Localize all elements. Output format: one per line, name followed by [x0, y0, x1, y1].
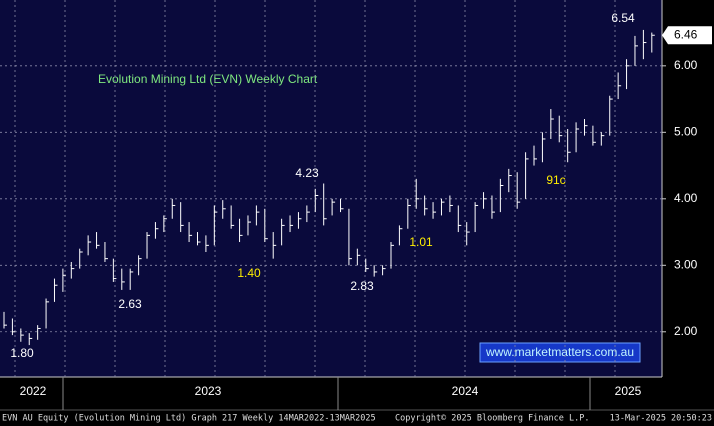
annotation: 1.80 — [10, 346, 34, 360]
annotation: 4.23 — [295, 166, 319, 180]
y-tick-label: 2.00 — [674, 324, 698, 338]
chart-title: Evolution Mining Ltd (EVN) Weekly Chart — [98, 72, 318, 86]
x-tick-label: 2025 — [615, 384, 642, 398]
y-tick-label: 6.00 — [674, 58, 698, 72]
plot-area — [0, 0, 662, 377]
watermark-box — [479, 342, 641, 363]
last-price-label: 6.46 — [674, 27, 698, 41]
y-tick-label: 4.00 — [674, 191, 698, 205]
y-tick-label: 3.00 — [674, 257, 698, 271]
last-price-tag — [662, 26, 712, 45]
y-tick-label: 5.00 — [674, 124, 698, 138]
footer-left: EVN AU Equity (Evolution Mining Ltd) Gra… — [2, 414, 376, 424]
annotation: 2.83 — [350, 279, 374, 293]
x-tick-label: 2024 — [452, 384, 479, 398]
annotation: 1.01 — [409, 235, 433, 249]
x-tick-label: 2022 — [20, 384, 47, 398]
x-tick-label: 2023 — [195, 384, 222, 398]
footer-center: Copyright© 2025 Bloomberg Finance L.P. — [395, 414, 589, 424]
annotation: 2.63 — [118, 297, 142, 311]
annotation: 6.54 — [611, 11, 635, 25]
annotation: 1.40 — [237, 266, 261, 280]
watermark: www.marketmatters.com.au — [485, 345, 634, 359]
annotation: 91c — [546, 173, 565, 187]
footer-right: 13-Mar-2025 20:50:23 — [610, 414, 712, 424]
